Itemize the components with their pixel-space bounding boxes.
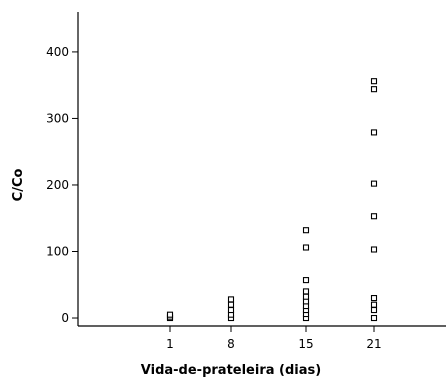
data-point (370, 86, 378, 93)
y-ticks: 0 100 200 300 400 (46, 45, 78, 325)
data-point (302, 293, 310, 300)
data-points (166, 78, 378, 322)
y-axis-title: C/Co (11, 169, 26, 202)
x-tick-label: 15 (298, 337, 313, 351)
y-tick-label: 0 (61, 311, 69, 325)
data-point (302, 244, 310, 251)
data-point (370, 306, 378, 314)
data-point (302, 277, 310, 284)
x-ticks: 1 8 15 21 (166, 326, 382, 351)
axes (77, 12, 446, 327)
data-point (370, 180, 378, 187)
y-tick-label: 300 (46, 111, 69, 125)
data-point (302, 288, 310, 295)
x-tick-label: 1 (166, 337, 174, 351)
data-point (370, 129, 378, 136)
y-tick-label: 100 (46, 244, 69, 258)
data-point (370, 246, 378, 253)
y-tick-label: 200 (46, 178, 69, 192)
x-tick-label: 21 (366, 337, 381, 351)
data-point (370, 213, 378, 220)
data-point (370, 78, 378, 85)
y-tick-label: 400 (46, 45, 69, 59)
data-point (370, 314, 378, 322)
data-point (227, 301, 235, 308)
data-point (302, 227, 310, 234)
data-point (227, 296, 235, 303)
data-point (227, 306, 235, 314)
data-point (370, 301, 378, 308)
x-axis-title: Vida-de-prateleira (dias) (141, 363, 321, 378)
data-point (166, 311, 174, 318)
x-tick-label: 8 (227, 337, 235, 351)
data-point (370, 295, 378, 302)
